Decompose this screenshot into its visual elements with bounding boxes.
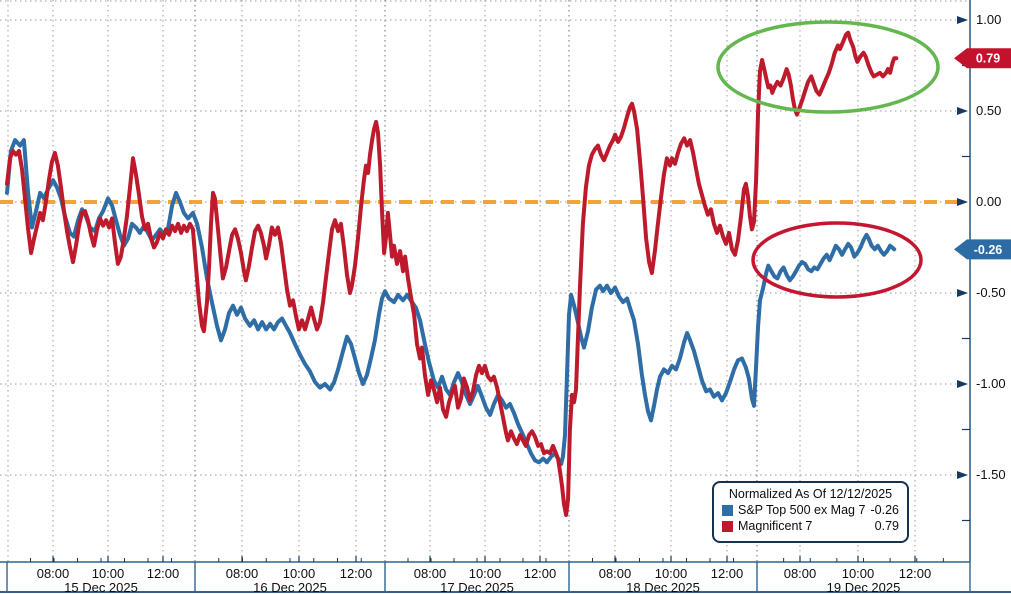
- legend-series-value: -0.26: [870, 503, 900, 517]
- x-axis-date-label: 15 Dec 2025: [64, 580, 138, 594]
- legend-row-magnificent7: Magnificent 7 0.79: [722, 519, 899, 533]
- x-axis-time-label: 12:00: [898, 566, 932, 581]
- red-ellipse-annotation: [751, 221, 923, 299]
- legend-row-sp-ex-mag7: S&P Top 500 ex Mag 7 -0.26: [722, 503, 899, 517]
- last-price-badge-label: 0.79: [976, 52, 1000, 66]
- y-axis-tick-arrow: [957, 198, 968, 206]
- legend-series-name: Magnificent 7: [738, 519, 813, 533]
- legend-title: Normalized As Of 12/12/2025: [728, 487, 893, 501]
- x-axis-time-label: 10:00: [841, 566, 875, 581]
- x-axis-time-label: 10:00: [654, 566, 688, 581]
- y-axis-tick-label: -1.50: [976, 467, 1006, 482]
- x-axis-time-label: 10:00: [468, 566, 502, 581]
- last-price-badge-magnificent7: [954, 48, 1011, 69]
- green-ellipse-annotation: [716, 20, 940, 114]
- y-axis-tick-label: 0.50: [976, 103, 1002, 118]
- y-axis-tick-arrow: [957, 471, 968, 479]
- legend-series-name: S&P Top 500 ex Mag 7: [738, 503, 866, 517]
- x-axis-time-label: 08:00: [598, 566, 632, 581]
- last-price-badge-sp-ex-mag7: [954, 239, 1011, 260]
- y-axis-tick-arrow: [957, 289, 968, 297]
- y-axis-tick-arrow: [957, 107, 968, 115]
- series-line-magnificent7: [5, 30, 899, 517]
- legend-series-value: 0.79: [874, 519, 899, 533]
- x-axis-time-label: 12:00: [339, 566, 373, 581]
- y-axis-tick-arrow: [957, 380, 968, 388]
- y-axis-tick-arrow: [957, 16, 968, 24]
- y-axis-tick-label: -0.50: [976, 285, 1006, 300]
- x-axis-time-label: 08:00: [36, 566, 70, 581]
- x-axis-time-label: 12:00: [710, 566, 744, 581]
- y-axis-tick-label: 0.00: [976, 194, 1002, 209]
- x-axis-time-label: 10:00: [91, 566, 125, 581]
- last-price-badge-label: -0.26: [974, 243, 1003, 257]
- x-axis-time-label: 08:00: [413, 566, 447, 581]
- x-axis-time-label: 08:00: [783, 566, 817, 581]
- x-axis-time-label: 08:00: [225, 566, 259, 581]
- y-axis-tick-label: -1.00: [976, 376, 1006, 391]
- x-axis-time-label: 12:00: [523, 566, 557, 581]
- x-axis-time-label: 10:00: [282, 566, 316, 581]
- x-axis-date-label: 16 Dec 2025: [253, 580, 327, 594]
- x-axis-date-label: 17 Dec 2025: [440, 580, 514, 594]
- legend-swatch-red: [722, 520, 733, 532]
- chart-legend: Normalized As Of 12/12/2025 S&P Top 500 …: [712, 481, 909, 543]
- x-axis-date-label: 19 Dec 2025: [826, 580, 901, 594]
- legend-swatch-blue: [722, 504, 733, 516]
- x-axis-date-label: 18 Dec 2025: [626, 580, 700, 594]
- y-axis-tick-label: 1.00: [976, 12, 1002, 27]
- x-axis-time-label: 12:00: [146, 566, 180, 581]
